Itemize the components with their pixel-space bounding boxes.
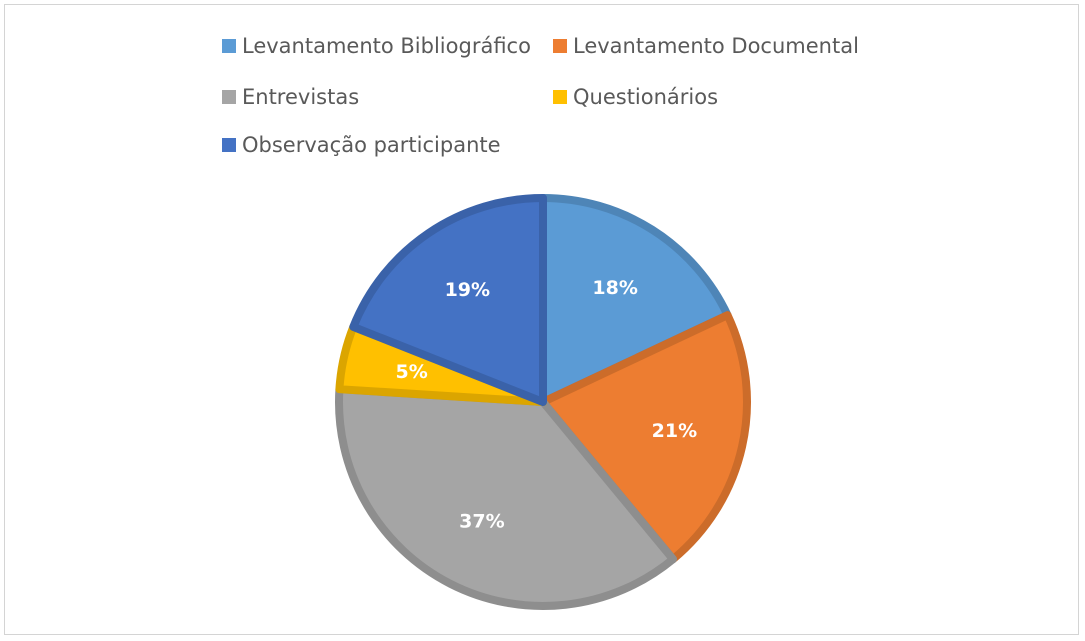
legend-item-questionarios: Questionários <box>553 85 718 109</box>
data-label-levantamento-documental: 21% <box>652 420 697 442</box>
legend-item-levantamento-bibliografico: Levantamento Bibliográfico <box>222 34 531 58</box>
pie-slice-levantamento-bibliografico <box>539 194 732 406</box>
pie-slice-levantamento-documental <box>539 311 751 564</box>
legend-swatch-levantamento-documental <box>553 39 567 53</box>
legend-swatch-questionarios <box>553 90 567 104</box>
legend-label: Entrevistas <box>242 85 360 109</box>
data-label-observacao-participante: 19% <box>445 279 490 301</box>
legend-swatch-observacao-participante <box>222 138 236 152</box>
legend-label: Levantamento Documental <box>573 34 859 58</box>
legend-label: Questionários <box>573 85 719 109</box>
pie-slice-entrevistas <box>335 385 678 610</box>
legend-item-entrevistas: Entrevistas <box>222 85 359 109</box>
legend-label: Observação participante <box>242 133 501 157</box>
data-label-entrevistas: 37% <box>459 510 504 532</box>
legend-item-observacao-participante: Observação participante <box>222 133 501 157</box>
legend-swatch-levantamento-bibliografico <box>222 39 236 53</box>
legend-item-levantamento-documental: Levantamento Documental <box>553 34 859 58</box>
pie-slice-observacao-participante <box>349 194 547 406</box>
data-label-levantamento-bibliografico: 18% <box>592 277 637 299</box>
legend-swatch-entrevistas <box>222 90 236 104</box>
data-label-questionarios: 5% <box>395 361 427 383</box>
legend-label: Levantamento Bibliográfico <box>242 34 531 58</box>
